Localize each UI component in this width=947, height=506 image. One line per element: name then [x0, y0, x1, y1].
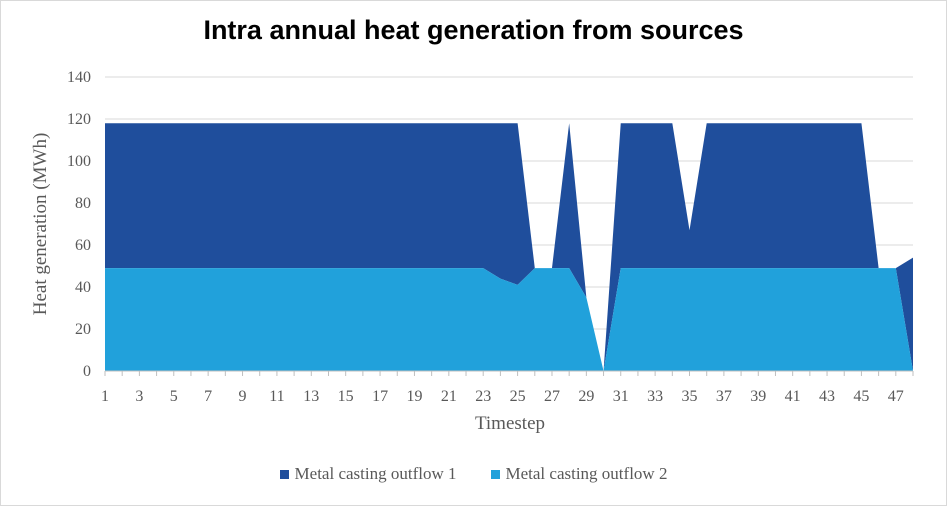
x-tick-label-13: 13	[303, 388, 319, 405]
x-tick-label-43: 43	[819, 388, 835, 405]
x-tick-label-31: 31	[613, 388, 629, 405]
y-axis-title: Heat generation (MWh)	[30, 133, 51, 316]
x-tick-label-23: 23	[475, 388, 491, 405]
x-tick-label-15: 15	[338, 388, 354, 405]
legend-label-series-1: Metal casting outflow 1	[294, 464, 457, 483]
legend-item-series-1: Metal casting outflow 1	[279, 464, 457, 484]
chart-title: Intra annual heat generation from source…	[203, 15, 744, 45]
y-tick-label-80: 80	[75, 195, 91, 212]
x-tick-label-17: 17	[372, 388, 388, 405]
x-tick-label-33: 33	[647, 388, 663, 405]
x-tick-label-19: 19	[406, 388, 422, 405]
x-tick-label-7: 7	[204, 388, 212, 405]
y-tick-label-40: 40	[75, 279, 91, 296]
y-tick-label-100: 100	[67, 153, 91, 170]
x-tick-label-45: 45	[853, 388, 869, 405]
legend-label-series-2: Metal casting outflow 2	[505, 464, 668, 483]
x-tick-label-35: 35	[682, 388, 698, 405]
x-tick-label-9: 9	[239, 388, 247, 405]
x-tick-label-27: 27	[544, 388, 560, 405]
legend-item-series-2: Metal casting outflow 2	[490, 464, 668, 484]
x-tick-label-25: 25	[510, 388, 526, 405]
x-tick-label-41: 41	[785, 388, 801, 405]
x-tick-label-1: 1	[101, 388, 109, 405]
area-series-2	[105, 268, 913, 371]
x-tick-label-5: 5	[170, 388, 178, 405]
x-tick-label-39: 39	[750, 388, 766, 405]
x-tick-label-47: 47	[888, 388, 904, 405]
y-tick-label-140: 140	[67, 69, 91, 86]
legend: Metal casting outflow 1 Metal casting ou…	[1, 464, 946, 484]
y-tick-label-60: 60	[75, 237, 91, 254]
legend-swatch-series-1	[279, 469, 289, 479]
x-tick-label-29: 29	[578, 388, 594, 405]
x-axis-title: Timestep	[475, 413, 545, 434]
x-tick-label-11: 11	[269, 388, 284, 405]
legend-swatch-series-2	[490, 469, 500, 479]
y-tick-label-0: 0	[83, 363, 91, 380]
x-tick-label-21: 21	[441, 388, 457, 405]
area-series-1	[105, 123, 913, 371]
y-tick-label-120: 120	[67, 111, 91, 128]
x-tick-label-3: 3	[135, 388, 143, 405]
area-series-group	[105, 123, 913, 371]
y-tick-label-20: 20	[75, 321, 91, 338]
x-tick-label-37: 37	[716, 388, 732, 405]
